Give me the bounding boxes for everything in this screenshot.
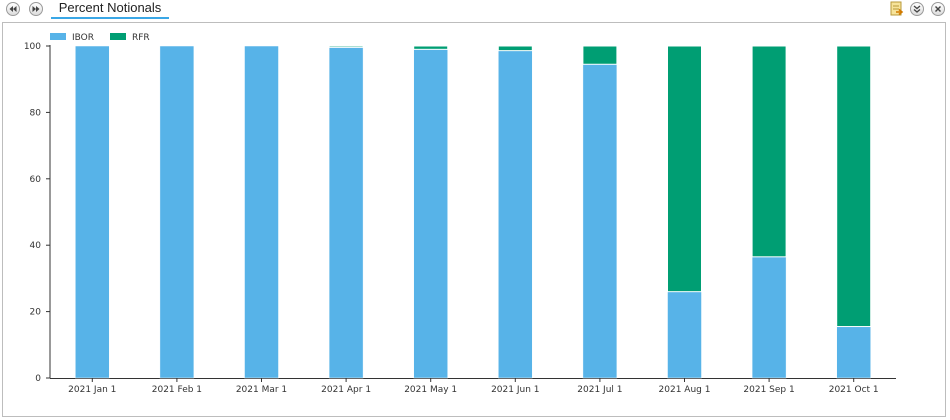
bar-rfr (836, 45, 872, 328)
toolbar: Percent Notionals (0, 0, 950, 20)
x-tick-label: 2021 Mar 1 (236, 385, 287, 395)
bar-ibor (667, 291, 702, 379)
close-button[interactable] (931, 2, 945, 16)
bar-rfr (497, 45, 533, 52)
x-tick-label: 2021 Oct 1 (829, 385, 879, 395)
x-tick-label: 2021 Jan 1 (68, 385, 116, 395)
y-tick-label: 100 (24, 42, 41, 52)
bar-ibor (836, 326, 871, 379)
y-tick-label: 60 (30, 175, 42, 185)
bar-ibor (159, 45, 195, 379)
x-tick-label: 2021 Sep 1 (743, 385, 794, 395)
close-icon (935, 6, 941, 12)
legend-label-ibor: IBOR (72, 33, 94, 43)
bar-ibor (498, 50, 533, 379)
x-tick-label: 2021 Jul 1 (577, 385, 622, 395)
y-tick-label: 40 (30, 241, 42, 251)
export-icon[interactable] (888, 1, 904, 17)
legend-label-rfr: RFR (132, 33, 150, 43)
y-tick-label: 80 (30, 108, 42, 118)
x-tick-label: 2021 Feb 1 (152, 385, 202, 395)
collapse-icon (913, 5, 921, 13)
chart-frame (2, 22, 946, 417)
bar-ibor (75, 45, 110, 379)
legend-swatch-rfr (110, 33, 126, 40)
bar-rfr (667, 45, 702, 293)
x-tick-label: 2021 Jun 1 (491, 385, 539, 395)
rewind-button[interactable] (6, 2, 20, 16)
legend-swatch-ibor (50, 33, 66, 40)
bar-ibor (413, 49, 448, 379)
bar-ibor (582, 64, 618, 379)
fast-forward-button[interactable] (29, 2, 43, 16)
bar-rfr (751, 45, 787, 258)
x-tick-label: 2021 Aug 1 (659, 385, 711, 395)
bar-ibor (244, 45, 279, 379)
x-tick-label: 2021 Apr 1 (321, 385, 371, 395)
tab-percent-notionals[interactable]: Percent Notionals (51, 0, 169, 19)
fast-forward-icon (32, 6, 40, 12)
y-tick-label: 20 (30, 308, 42, 318)
y-tick-label: 0 (35, 374, 41, 384)
rewind-icon (9, 6, 17, 12)
bar-ibor (751, 256, 787, 379)
bar-rfr (328, 45, 364, 48)
bar-ibor (328, 47, 364, 379)
x-tick-label: 2021 May 1 (404, 385, 457, 395)
bar-rfr (582, 45, 618, 65)
collapse-button[interactable] (910, 2, 924, 16)
bar-rfr (413, 45, 449, 50)
